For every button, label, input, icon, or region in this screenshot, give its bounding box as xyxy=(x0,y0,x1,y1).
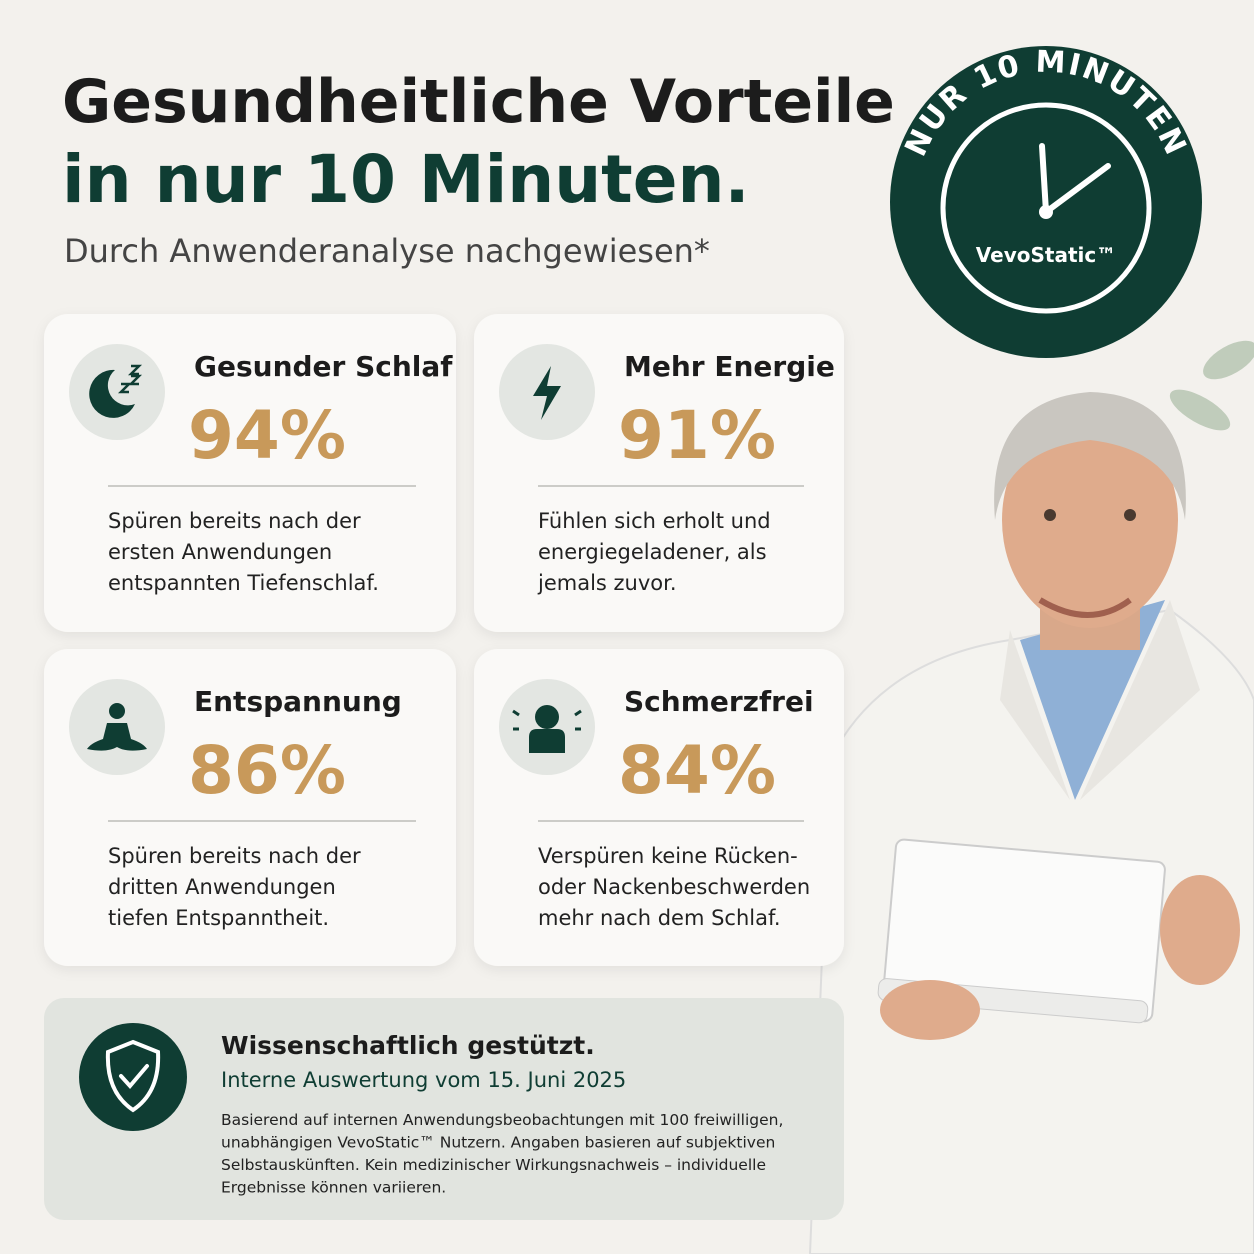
card-percent: 84% xyxy=(618,732,776,809)
icon-head xyxy=(109,703,125,719)
footer: Wissenschaftlich gestützt. Interne Auswe… xyxy=(44,998,844,1220)
icon-moon xyxy=(89,369,135,418)
card-description: Spüren bereits nach der xyxy=(108,509,361,533)
card-title: Entspannung xyxy=(194,685,402,718)
badge: NUR 10 MINUTEN VevoStatic™ xyxy=(890,44,1202,358)
card-description: tiefen Entspanntheit. xyxy=(108,906,329,930)
card-description: mehr nach dem Schlaf. xyxy=(538,906,781,930)
footer-body-line: Basierend auf internen Anwendungsbeobach… xyxy=(221,1111,783,1129)
icon-rays xyxy=(512,709,582,731)
footer-body: Basierend auf internen Anwendungsbeobach… xyxy=(221,1111,783,1197)
card: Gesunder Schlaf 94% Spüren bereits nach de… xyxy=(44,314,456,632)
icon-body xyxy=(529,729,565,753)
card-title: Schmerzfrei xyxy=(624,685,814,718)
card-title: Mehr Energie xyxy=(624,350,835,383)
footer-title: Wissenschaftlich gestützt. xyxy=(221,1031,595,1060)
icon-head xyxy=(535,705,559,729)
icon-body xyxy=(87,723,147,751)
card-description: energiegeladener, als xyxy=(538,540,767,564)
card-description: ersten Anwendungen xyxy=(108,540,332,564)
icon-circle xyxy=(69,344,165,440)
card-percent: 94% xyxy=(188,397,346,474)
cards: Gesunder Schlaf 94% Spüren bereits nach de… xyxy=(44,314,844,966)
icon-z xyxy=(117,364,143,394)
doctor-illustration xyxy=(808,392,1254,1254)
subtitle: Durch Anwenderanalyse nachgewiesen* xyxy=(64,232,710,270)
footer-body-line: Selbstauskünften. Kein medizinischer Wir… xyxy=(221,1156,766,1174)
title-line: Gesundheitliche Vorteile xyxy=(62,67,895,137)
card-percent: 86% xyxy=(188,732,346,809)
card-description: Verspüren keine Rücken- xyxy=(538,844,798,868)
badge-brand: VevoStatic™ xyxy=(976,243,1116,267)
card-title: Gesunder Schlaf xyxy=(194,350,453,383)
card-description: jemals zuvor. xyxy=(537,571,677,595)
footer-body-line: unabhängigen VevoStatic™ Nutzern. Angabe… xyxy=(221,1134,775,1152)
card-description: Fühlen sich erholt und xyxy=(538,509,771,533)
card-percent: 91% xyxy=(618,397,776,474)
icon-bolt xyxy=(533,366,561,420)
plant xyxy=(1169,340,1254,431)
card-description: dritten Anwendungen xyxy=(108,875,336,899)
footer-subtitle: Interne Auswertung vom 15. Juni 2025 xyxy=(221,1068,626,1092)
title-line: in nur 10 Minuten. xyxy=(62,141,750,218)
card-description: Spüren bereits nach der xyxy=(108,844,361,868)
footer-body-line: Ergebnisse können variieren. xyxy=(221,1179,446,1197)
card: Entspannung 86% Spüren bereits nach der dri… xyxy=(44,649,456,966)
card-description: oder Nackenbeschwerden xyxy=(538,875,810,899)
card-description: entspannten Tiefenschlaf. xyxy=(108,571,379,595)
card: Schmerzfrei 84% Verspüren keine Rücken-ode… xyxy=(474,649,844,966)
card: Mehr Energie 91% Fühlen sich erholt und ene… xyxy=(474,314,844,632)
